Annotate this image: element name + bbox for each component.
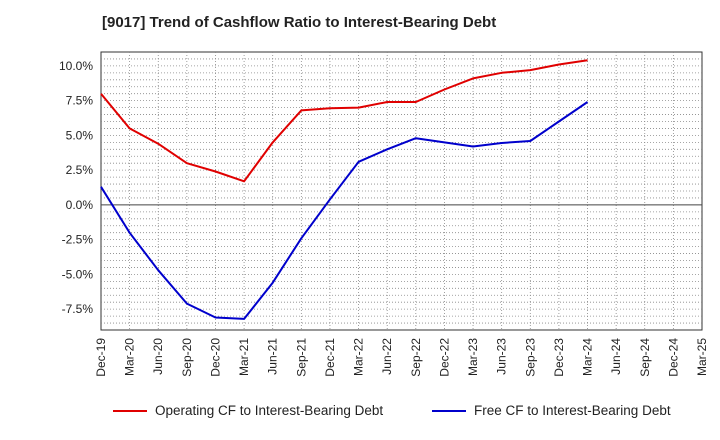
x-tick-label: Jun-21 — [266, 338, 280, 375]
x-tick-label: Dec-20 — [208, 338, 222, 377]
x-tick-label: Dec-21 — [323, 338, 337, 377]
x-tick-label: Sep-21 — [294, 338, 308, 377]
grid-lines — [101, 52, 702, 330]
series-lines — [100, 59, 589, 320]
x-tick-label: Mar-23 — [466, 338, 480, 376]
x-tick-label: Jun-22 — [380, 338, 394, 375]
x-tick-label: Sep-22 — [409, 338, 423, 377]
legend-label-operating-cf: Operating CF to Interest-Bearing Debt — [155, 403, 384, 418]
y-tick-label: 0.0% — [66, 198, 94, 212]
y-axis-ticks: 10.0% 7.5% 5.0% 2.5% 0.0% -2.5% -5.0% -7.5% — [59, 59, 93, 316]
x-tick-label: Mar-20 — [123, 338, 137, 376]
legend-label-free-cf: Free CF to Interest-Bearing Debt — [474, 403, 671, 418]
x-tick-label: Dec-24 — [666, 338, 680, 377]
y-tick-label: 5.0% — [66, 128, 94, 142]
x-axis-ticks: Dec-19 Mar-20 Jun-20 Sep-20 Dec-20 Mar-21 Jun-… — [94, 338, 709, 377]
x-tick-label: Jun-20 — [151, 338, 165, 375]
x-tick-label: Mar-22 — [352, 338, 366, 376]
x-tick-label: Mar-24 — [581, 338, 595, 376]
y-tick-label: -7.5% — [62, 302, 94, 316]
legend-item-free-cf: Free CF to Interest-Bearing Debt — [432, 403, 671, 418]
y-tick-label: -5.0% — [62, 267, 94, 281]
legend-item-operating-cf: Operating CF to Interest-Bearing Debt — [113, 403, 383, 418]
x-tick-label: Dec-19 — [94, 338, 108, 377]
y-tick-label: 7.5% — [66, 94, 94, 108]
y-tick-label: 2.5% — [66, 163, 94, 177]
x-tick-label: Sep-23 — [523, 338, 537, 377]
y-tick-label: -2.5% — [62, 233, 94, 247]
series-line-operating-cf — [100, 59, 588, 183]
series-line-free-cf — [100, 101, 589, 320]
legend-swatch-operating-cf — [113, 409, 147, 412]
legend-swatch-free-cf — [432, 409, 466, 412]
x-tick-label: Dec-23 — [552, 338, 566, 377]
y-tick-label: 10.0% — [59, 59, 93, 73]
x-tick-label: Mar-25 — [695, 338, 709, 376]
x-tick-label: Jun-23 — [495, 338, 509, 375]
x-tick-label: Sep-20 — [180, 338, 194, 377]
x-tick-label: Mar-21 — [237, 338, 251, 376]
x-tick-label: Dec-22 — [437, 338, 451, 377]
x-tick-label: Jun-24 — [609, 338, 623, 375]
chart-title: [9017] Trend of Cashflow Ratio to Intere… — [102, 14, 497, 31]
x-tick-label: Sep-24 — [638, 338, 652, 377]
